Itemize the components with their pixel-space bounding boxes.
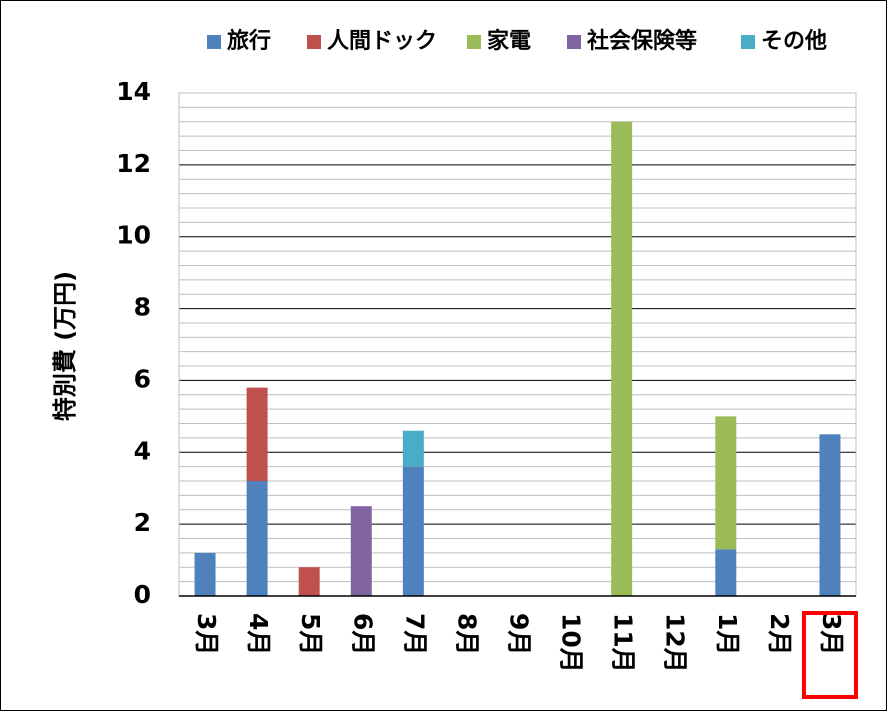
legend-label: 社会保険等 [587,28,697,54]
y-tick-label: 10 [116,221,151,250]
legend-item: 社会保険等 [567,28,697,54]
legend-item: 家電 [467,28,531,54]
x-tick-label: 8月 [452,613,481,655]
bar-segment [402,430,424,467]
grid [178,92,857,597]
x-tick-label: 12月 [661,613,690,673]
highlight-box [801,611,858,699]
legend-swatch [307,35,321,49]
bar-segment [715,416,737,550]
legend-label: 人間ドック [327,29,437,54]
legend-swatch [207,35,221,49]
bar-segment [350,506,372,596]
y-tick-label: 6 [134,364,151,393]
legend-item: その他 [741,29,827,54]
bar-segment [611,121,633,596]
bar-segment [819,434,841,596]
x-tick-label: 9月 [505,613,534,655]
plot-area-border [178,92,857,597]
x-tick-label: 6月 [348,613,377,655]
x-tick-label: 3月 [817,613,846,655]
x-tick-label: 3月 [192,613,221,655]
y-tick-label: 14 [116,77,151,106]
y-tick-label: 8 [134,293,151,322]
bar-segment [194,552,216,596]
x-tick-label: 10月 [557,613,586,673]
legend-label: 旅行 [227,28,271,54]
x-tick-label: 1月 [713,613,742,655]
y-axis-title: 特別費 (万円) [51,271,79,421]
x-tick-label: 4月 [244,613,273,655]
bar-segment [715,549,737,596]
legend-swatch [567,35,581,49]
legend-swatch [741,35,755,49]
bar-segment [246,481,268,596]
bar-segment [298,567,320,596]
legend-item: 旅行 [207,28,271,54]
x-tick-label: 5月 [296,613,325,655]
legend-label: その他 [761,29,827,54]
x-tick-label: 11月 [609,613,638,673]
axes: 0 2 4 6 8 10 12 14 3月 4月 5月 6月 7月 8月 9月 10月 11月 12月 1月 2月 3月 [116,77,858,699]
y-tick-label: 12 [116,149,151,178]
y-tick-label: 2 [134,508,151,537]
legend-label: 家電 [487,28,531,54]
x-tick-label: 7月 [400,613,429,655]
bar-segment [402,466,424,596]
bar-segment [246,387,268,482]
legend-swatch [467,35,481,49]
bars [194,121,841,596]
legend-item: 人間ドック [307,29,437,54]
y-tick-label: 0 [134,580,151,609]
y-tick-label: 4 [134,436,151,465]
legend: 旅行 人間ドック 家電 社会保険等 その他 [207,28,827,54]
x-tick-label: 2月 [765,613,794,655]
